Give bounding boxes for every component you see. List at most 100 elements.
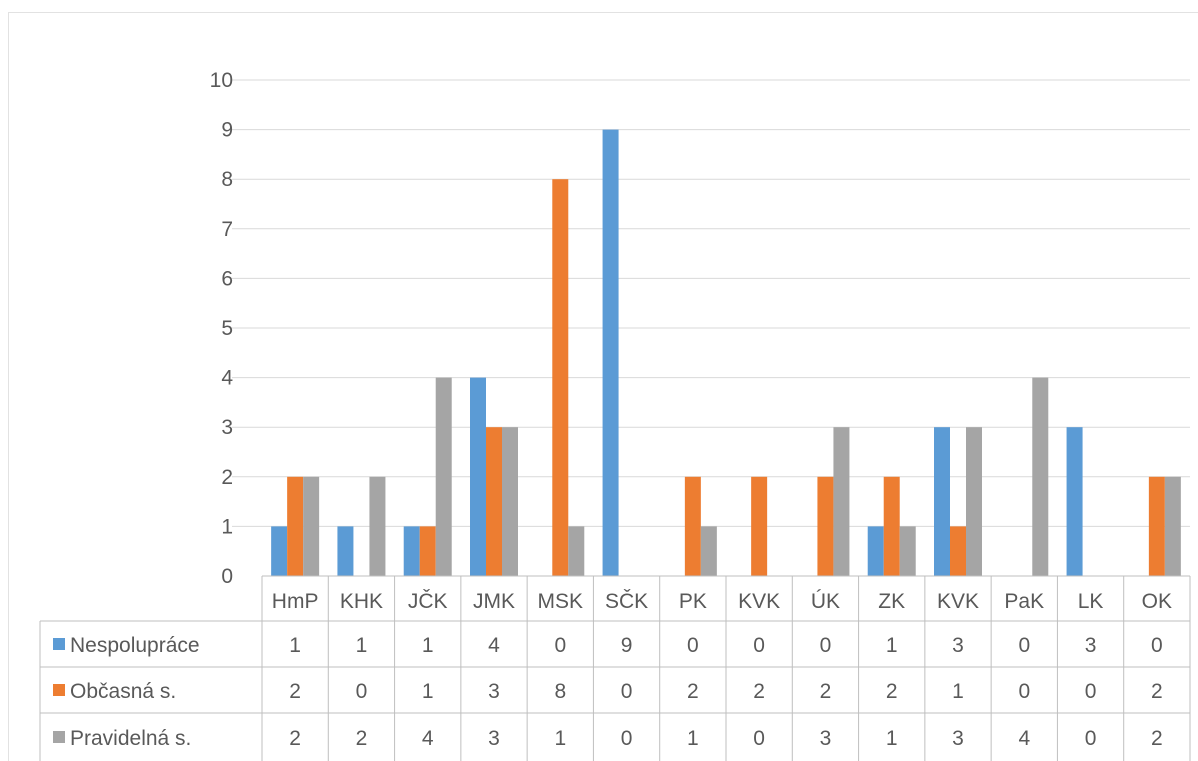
y-tick-label: 7 xyxy=(221,218,233,241)
table-cell-value: 3 xyxy=(952,727,964,750)
bar xyxy=(833,427,850,576)
table-cell-value: 2 xyxy=(1151,680,1163,703)
table-cell-value: 0 xyxy=(1085,727,1097,750)
table-cell-value: 2 xyxy=(687,680,699,703)
table-cell-value: 0 xyxy=(820,634,832,657)
table-cell-value: 2 xyxy=(356,727,368,750)
bar xyxy=(1148,476,1165,576)
table-cell-value: 3 xyxy=(952,634,964,657)
table-cell-value: 2 xyxy=(289,727,301,750)
bar xyxy=(303,476,320,576)
bar xyxy=(817,476,834,576)
bar xyxy=(1164,476,1181,576)
bar xyxy=(700,526,717,576)
table-cell-value: 0 xyxy=(621,727,633,750)
bar xyxy=(502,427,518,576)
bar xyxy=(419,526,436,576)
bar xyxy=(486,427,502,576)
y-tick-label: 6 xyxy=(221,267,233,290)
category-label: ZK xyxy=(878,590,905,613)
table-cell-value: 1 xyxy=(289,634,301,657)
y-tick-label: 5 xyxy=(221,317,233,340)
table-cell-value: 2 xyxy=(753,680,765,703)
table-cell-value: 0 xyxy=(1151,634,1163,657)
series-name: Pravidelná s. xyxy=(70,727,191,750)
table-cell-value: 4 xyxy=(488,634,500,657)
bar xyxy=(899,526,916,576)
bar xyxy=(966,427,982,576)
y-axis-ticks: 0 1 2 3 4 5 6 7 8 9 10 xyxy=(210,69,234,588)
category-label: OK xyxy=(1142,590,1172,613)
table-cell-value: 3 xyxy=(820,727,832,750)
category-label: MSK xyxy=(538,590,584,613)
category-label: ÚK xyxy=(811,590,840,613)
bar xyxy=(883,476,900,576)
category-label: KVK xyxy=(738,590,780,613)
table-cell-value: 2 xyxy=(289,680,301,703)
table-cell-value: 1 xyxy=(554,727,566,750)
bar xyxy=(751,476,768,576)
table-cell-value: 3 xyxy=(488,727,500,750)
category-label: JMK xyxy=(473,590,515,613)
table-cell-value: 3 xyxy=(488,680,500,703)
table-cell-value: 0 xyxy=(356,680,368,703)
table-cell-value: 2 xyxy=(820,680,832,703)
table-cell-value: 1 xyxy=(687,727,699,750)
chart-frame xyxy=(8,12,1198,761)
series-name: Občasná s. xyxy=(70,680,176,703)
bar xyxy=(602,129,619,576)
bar xyxy=(369,476,386,576)
bar xyxy=(271,526,288,576)
bar xyxy=(337,526,354,576)
bar xyxy=(934,427,950,576)
bar xyxy=(287,476,304,576)
bar xyxy=(867,526,884,576)
y-tick-label: 10 xyxy=(210,69,233,92)
data-table: HmP KHK JČK JMK MSK SČK PK KVK ÚK ZK KVK PaK LK OK Nes… xyxy=(39,575,1191,761)
legend-key xyxy=(53,684,65,696)
legend-key xyxy=(53,638,65,650)
bar xyxy=(568,526,585,576)
table-cell-value: 1 xyxy=(422,634,434,657)
legend-key xyxy=(53,731,65,743)
y-tick-label: 2 xyxy=(221,466,233,489)
category-label: PaK xyxy=(1004,590,1044,613)
bar xyxy=(950,526,966,576)
table-cell-value: 8 xyxy=(554,680,566,703)
table-cell-value: 1 xyxy=(422,680,434,703)
table-cell-value: 1 xyxy=(886,634,898,657)
y-tick-label: 8 xyxy=(221,168,233,191)
y-tick-label: 9 xyxy=(221,119,233,142)
bars xyxy=(271,129,1181,576)
table-cell-value: 3 xyxy=(1085,634,1097,657)
category-label: JČK xyxy=(408,590,448,613)
table-cell-value: 0 xyxy=(621,680,633,703)
table-cell-value: 1 xyxy=(952,680,964,703)
category-label: KVK xyxy=(937,590,979,613)
bar xyxy=(435,377,452,576)
bar xyxy=(1066,427,1083,576)
table-cell-value: 2 xyxy=(1151,727,1163,750)
table-cell-value: 0 xyxy=(753,634,765,657)
y-tick-label: 0 xyxy=(221,565,233,588)
table-cell-value: 0 xyxy=(554,634,566,657)
y-tick-label: 4 xyxy=(221,367,233,390)
category-label: LK xyxy=(1078,590,1104,613)
table-cell-value: 1 xyxy=(356,634,368,657)
category-label: SČK xyxy=(605,590,648,613)
table-cell-value: 2 xyxy=(886,680,898,703)
bar xyxy=(470,377,486,576)
bar xyxy=(684,476,701,576)
table-cell-value: 0 xyxy=(1018,680,1030,703)
bar xyxy=(1032,377,1049,576)
bar xyxy=(552,179,569,576)
table-cell-value: 4 xyxy=(422,727,434,750)
category-label: PK xyxy=(679,590,707,613)
table-cell-value: 0 xyxy=(687,634,699,657)
table-cell-value: 9 xyxy=(621,634,633,657)
bar xyxy=(403,526,420,576)
table-cell-value: 0 xyxy=(1018,634,1030,657)
category-label: HmP xyxy=(272,590,319,613)
series-name: Nespolupráce xyxy=(70,634,200,657)
